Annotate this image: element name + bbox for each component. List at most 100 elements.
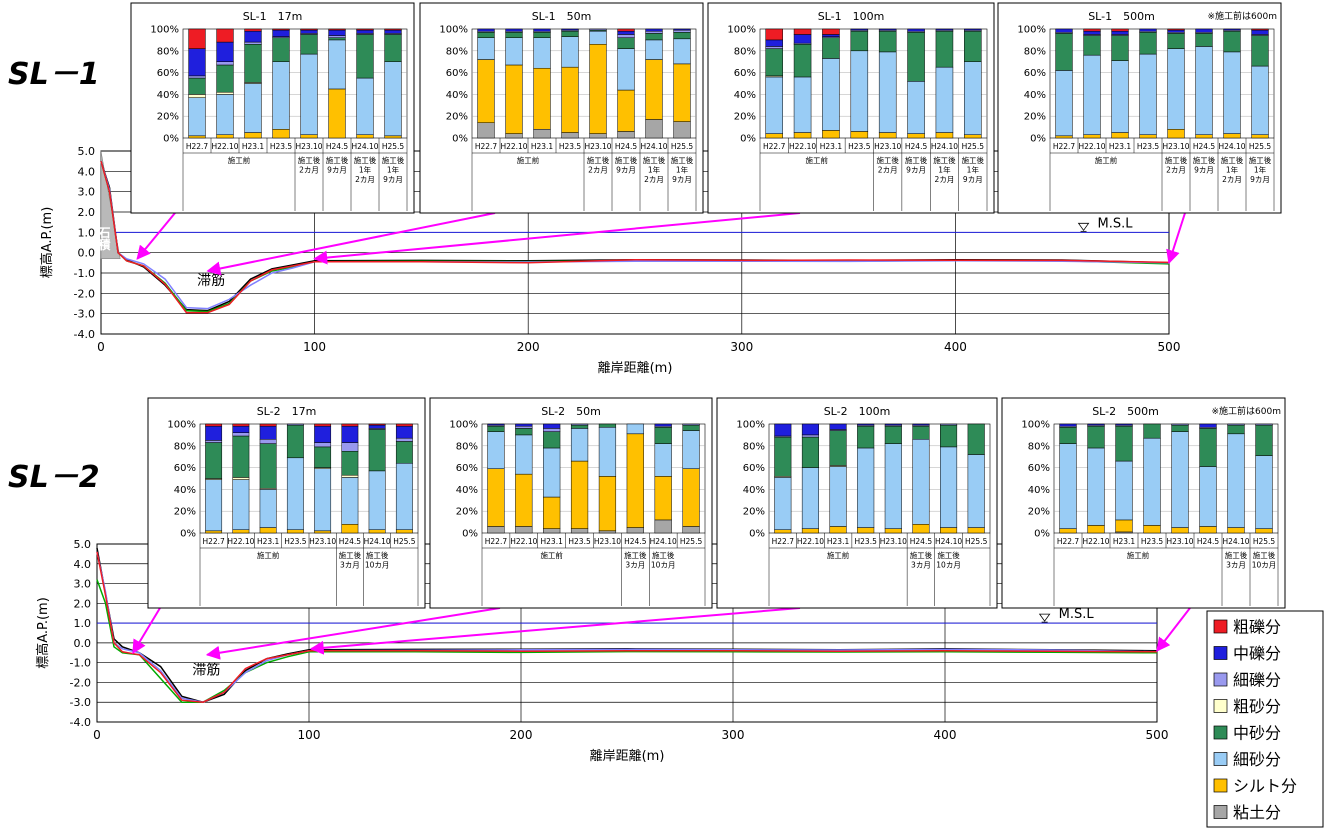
bar-segment — [368, 424, 386, 429]
bar-segment — [654, 519, 672, 534]
bar-category-label: H24.5 — [1193, 142, 1216, 151]
bar-segment — [314, 425, 332, 443]
bar-segment — [645, 28, 663, 32]
bar-segment — [1195, 134, 1213, 139]
bar-segment — [801, 467, 819, 529]
bar-segment — [964, 28, 982, 31]
pointer-arrow — [309, 607, 801, 655]
bar-y-tick-label: 100% — [449, 420, 478, 431]
bar-segment — [935, 132, 954, 139]
bar-segment — [829, 430, 847, 466]
bar-segment — [1055, 28, 1073, 33]
bar-segment — [286, 457, 304, 530]
bar-y-tick-label: 40% — [1024, 90, 1046, 101]
bar-segment — [1251, 29, 1269, 35]
bar-segment — [515, 473, 533, 527]
bar-category-label: H22.10 — [789, 142, 816, 151]
bar-group-label: 9カ月 — [1194, 166, 1214, 175]
bar-segment — [356, 77, 374, 135]
bar-group-label: 施工後 — [298, 155, 321, 165]
legend-label: 中礫分 — [1233, 644, 1281, 663]
pointer-arrow — [132, 607, 161, 654]
y-tick-label: 1.0 — [74, 617, 92, 630]
bar-category-label: H25.5 — [1249, 142, 1272, 151]
bar-group-label: 施工後 — [643, 155, 666, 165]
pointer-arrow — [313, 212, 801, 265]
profile-series-line — [96, 551, 1158, 703]
bar-group-label: 施工後 — [905, 155, 928, 165]
bar-segment — [801, 423, 819, 436]
bar-segment — [793, 28, 812, 35]
grain-size-panel: SL-2 50m 0% 20% 40% 60% 80% 100% H22.7 H22.10 H23… — [429, 397, 713, 609]
y-tick-label: 1.0 — [78, 226, 96, 239]
panel-title: SL-2 100m — [824, 405, 891, 418]
bar-segment — [328, 29, 346, 36]
bar-y-tick-label: 40% — [446, 90, 468, 101]
bar-segment — [188, 28, 206, 49]
bar-segment — [967, 454, 985, 528]
legend-swatch — [1213, 672, 1228, 687]
bar-segment — [822, 28, 840, 35]
bar-segment — [822, 37, 840, 59]
bar-segment — [1083, 54, 1101, 135]
trough-label: 滞筋 — [192, 662, 220, 679]
bar-segment — [1251, 35, 1269, 67]
bar-segment — [765, 48, 783, 77]
bar-segment — [1167, 48, 1185, 130]
bar-y-tick-label: 60% — [734, 68, 756, 79]
bar-group-label: 施工後 — [933, 155, 956, 165]
bar-segment — [244, 132, 262, 139]
y-tick-label: 2.0 — [78, 206, 96, 219]
bar-segment — [272, 129, 290, 139]
bar-y-tick-label: 20% — [157, 112, 179, 123]
bar-segment — [232, 529, 250, 534]
bar-segment — [384, 29, 402, 34]
bar-segment — [878, 132, 897, 139]
bar-category-label: H23.5 — [855, 537, 878, 546]
bar-segment — [570, 460, 589, 529]
bar-category-label: H22.7 — [186, 142, 209, 151]
bar-segment — [1115, 425, 1133, 462]
bar-segment — [964, 134, 982, 139]
bar-segment — [682, 468, 700, 527]
y-tick-label: -3.0 — [70, 696, 91, 709]
bar-segment — [1255, 455, 1273, 529]
bar-y-tick-label: 100% — [1017, 25, 1046, 36]
bar-category-label: H22.7 — [485, 537, 508, 546]
bar-segment — [188, 135, 206, 139]
legend-swatch — [1213, 699, 1228, 713]
bar-segment — [912, 423, 930, 426]
bar-segment — [829, 466, 847, 527]
bar-segment — [626, 527, 644, 534]
bar-segment — [205, 423, 223, 427]
bar-category-label: H25.5 — [962, 142, 985, 151]
x-axis-title: 離岸距離(m) — [598, 361, 673, 376]
bar-segment — [935, 30, 954, 68]
bar-segment — [774, 477, 792, 530]
legend-label: 粘土分 — [1233, 803, 1281, 822]
bar-segment — [878, 51, 897, 133]
bar-segment — [561, 132, 579, 139]
pointer-arrow — [1156, 607, 1191, 652]
bar-group-label: 2カ月 — [588, 166, 608, 175]
bar-segment — [598, 423, 617, 428]
bar-segment — [1195, 33, 1213, 47]
bar-segment — [912, 425, 930, 440]
bar-segment — [1199, 466, 1217, 527]
bar-segment — [1087, 447, 1105, 526]
bar-segment — [533, 129, 551, 139]
bar-segment — [1055, 70, 1073, 137]
bar-y-tick-label: 20% — [174, 507, 196, 518]
bar-group-label: 施工後 — [671, 155, 694, 165]
bar-category-label: H24.10 — [351, 142, 378, 151]
bar-y-tick-label: 80% — [743, 441, 765, 452]
bar-segment — [1171, 431, 1189, 528]
bar-segment — [1055, 33, 1073, 71]
bar-segment — [395, 437, 413, 442]
bar-segment — [300, 34, 318, 55]
profile-series-line — [100, 160, 1170, 314]
bar-category-label: H23.1 — [242, 142, 265, 151]
bar-segment — [395, 425, 413, 439]
x-tick-label: 400 — [934, 728, 957, 742]
legend-swatch — [1213, 752, 1228, 766]
